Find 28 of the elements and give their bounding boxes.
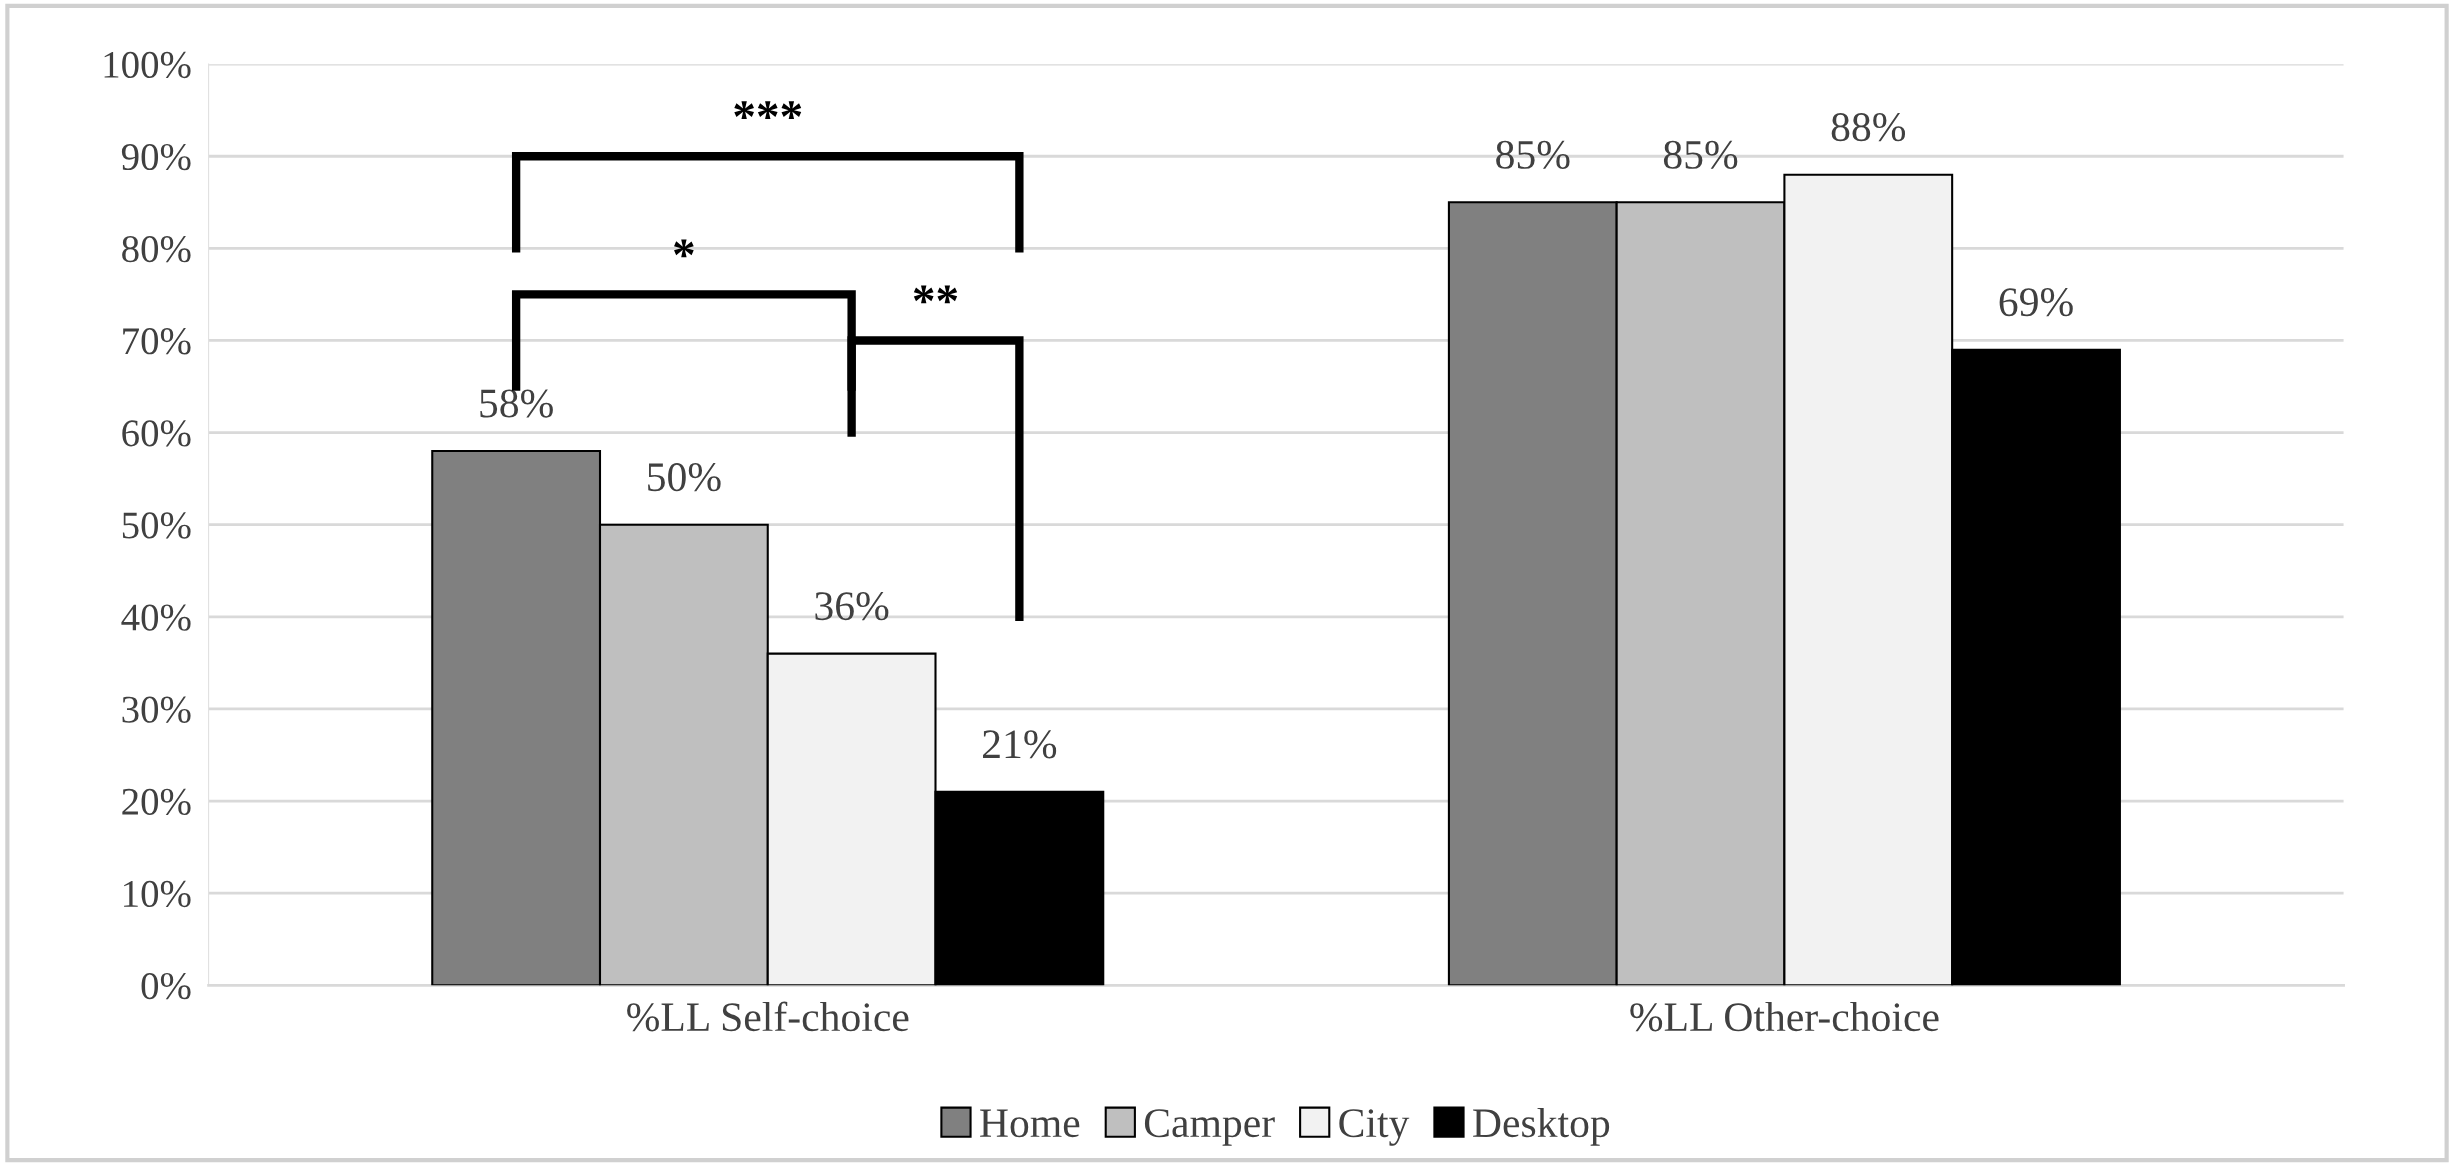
text: 85%	[1496, 140, 1570, 169]
annotation: *	[674, 239, 694, 258]
x-tick-label: %LL Self-choice	[627, 1001, 909, 1032]
y-tick-label: 30%	[122, 696, 191, 723]
text: 88%	[1831, 113, 1906, 142]
y-tick-label: 50%	[122, 512, 191, 539]
annotation: ***	[734, 101, 802, 120]
y-tick-label: 60%	[122, 420, 191, 447]
y-tick-label: 0%	[141, 972, 191, 1000]
x-tick-label: %LL Other-choice	[1630, 1001, 1939, 1032]
text: 21%	[983, 730, 1057, 759]
text: 50%	[648, 463, 721, 492]
text: 69%	[1999, 288, 2073, 317]
legend-label: Camper	[1144, 1109, 1275, 1146]
legend-label: Desktop	[1473, 1107, 1610, 1146]
legend-label: Home	[980, 1109, 1080, 1138]
text: 58%	[480, 389, 553, 418]
y-tick-label: 70%	[123, 328, 191, 355]
y-tick-label: 10%	[124, 880, 191, 908]
y-tick-label: 90%	[121, 143, 191, 171]
annotation: **	[913, 285, 958, 304]
y-tick-label: 40%	[121, 604, 191, 631]
text: 36%	[815, 592, 889, 621]
y-tick-label: 20%	[122, 788, 191, 816]
y-tick-label: 80%	[122, 235, 191, 263]
legend-label: City	[1339, 1109, 1410, 1146]
text: 85%	[1663, 140, 1738, 169]
y-tick-label: 100%	[104, 51, 191, 79]
